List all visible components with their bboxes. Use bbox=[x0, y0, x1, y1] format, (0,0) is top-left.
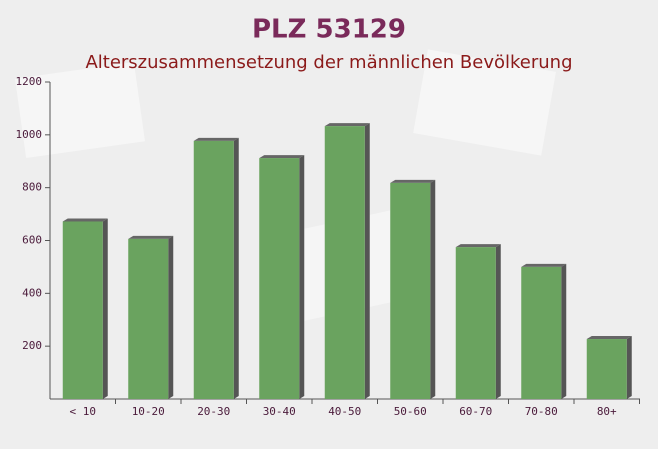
bar bbox=[324, 126, 365, 399]
bar bbox=[259, 158, 300, 399]
bar-shadow bbox=[561, 263, 567, 399]
decoration bbox=[15, 62, 145, 158]
bar-shadow bbox=[128, 235, 174, 239]
bar bbox=[193, 140, 234, 399]
bar-shadow bbox=[299, 155, 305, 399]
y-tick-label: 600 bbox=[22, 234, 42, 247]
bar-shadow bbox=[364, 123, 370, 399]
y-tick-label: 800 bbox=[22, 181, 42, 194]
bar-shadow bbox=[193, 137, 239, 141]
chart-subtitle: Alterszusammensetzung der männlichen Bev… bbox=[85, 52, 572, 73]
bar-shadow bbox=[259, 155, 305, 159]
bar-shadow bbox=[626, 336, 632, 399]
bar-shadow bbox=[390, 179, 436, 183]
x-tick-label: 40-50 bbox=[328, 405, 361, 418]
y-tick-label: 1000 bbox=[16, 128, 43, 141]
bar-shadow bbox=[233, 137, 239, 399]
bar bbox=[128, 238, 169, 399]
chart-title: PLZ 53129 bbox=[252, 15, 406, 45]
x-tick-label: 50-60 bbox=[394, 405, 427, 418]
bar bbox=[390, 182, 431, 399]
bar bbox=[586, 339, 627, 399]
decoration bbox=[413, 49, 556, 156]
bar-shadow bbox=[62, 218, 108, 222]
x-tick-label: 60-70 bbox=[459, 405, 492, 418]
bar bbox=[455, 247, 496, 399]
y-tick-label: 200 bbox=[22, 339, 42, 352]
bar bbox=[62, 221, 103, 399]
bar-shadow bbox=[324, 123, 370, 127]
x-tick-label: 80+ bbox=[597, 405, 617, 418]
x-tick-label: 70-80 bbox=[525, 405, 558, 418]
bar-shadow bbox=[430, 179, 436, 399]
bar-shadow bbox=[586, 336, 632, 340]
y-tick-label: 400 bbox=[22, 286, 42, 299]
bar-shadow bbox=[168, 235, 174, 399]
bar-shadow bbox=[455, 244, 501, 248]
y-tick-label: 1200 bbox=[16, 75, 43, 88]
x-tick-label: 20-30 bbox=[197, 405, 230, 418]
bar-shadow bbox=[102, 218, 108, 399]
x-tick-label: < 10 bbox=[70, 405, 97, 418]
bar-shadow bbox=[495, 244, 501, 399]
x-tick-label: 30-40 bbox=[263, 405, 296, 418]
x-tick-label: 10-20 bbox=[132, 405, 165, 418]
bar-shadow bbox=[521, 263, 567, 267]
bar bbox=[521, 266, 562, 399]
